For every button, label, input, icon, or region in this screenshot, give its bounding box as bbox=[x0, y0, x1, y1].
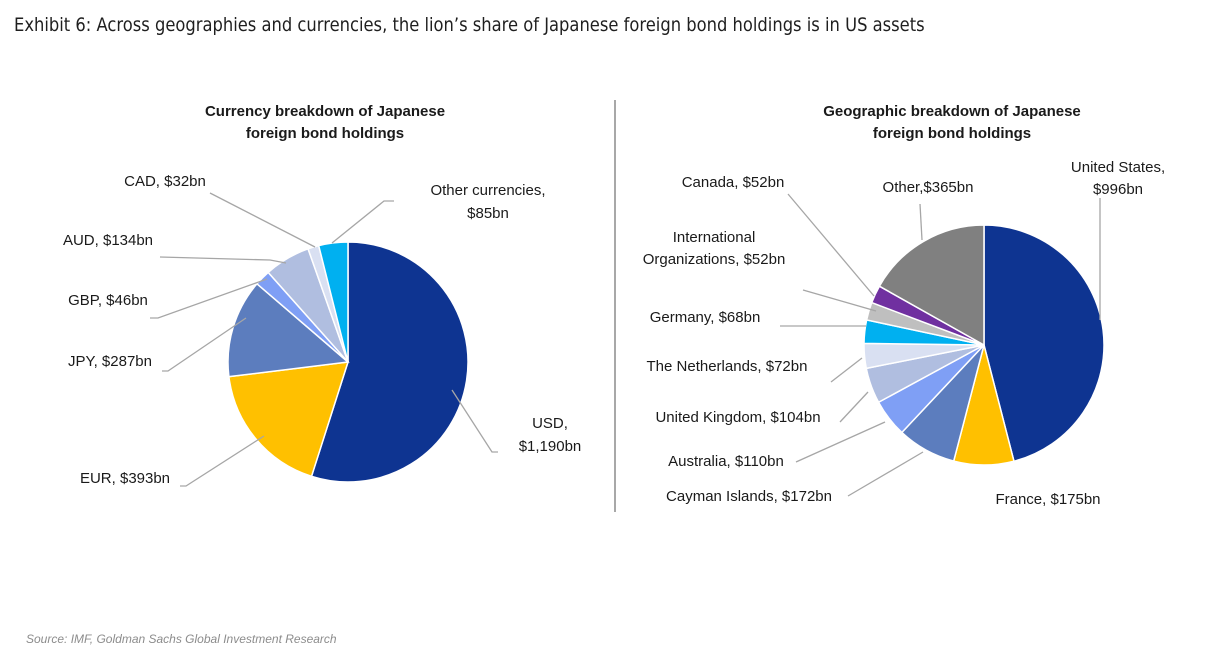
slice-label: The Netherlands, $72bn bbox=[647, 358, 808, 375]
leader-line bbox=[331, 200, 394, 244]
leader-line bbox=[180, 435, 265, 487]
leader-line bbox=[159, 256, 287, 264]
slice-label: $996bn bbox=[1093, 181, 1143, 198]
slice-label: United States, bbox=[1071, 159, 1165, 176]
pie-slice-usd bbox=[310, 241, 469, 483]
geography-pie-chart: Geographic breakdown of Japanese foreign … bbox=[643, 103, 1165, 508]
slice-label: Organizations, $52bn bbox=[643, 251, 786, 268]
slice-label: Canada, $52bn bbox=[682, 174, 785, 191]
slice-label: GBP, $46bn bbox=[68, 292, 148, 309]
chart-title-line: Currency breakdown of Japanese bbox=[205, 103, 445, 120]
leader-line bbox=[150, 278, 268, 319]
leader-line bbox=[787, 193, 875, 297]
source-note: Source: IMF, Goldman Sachs Global Invest… bbox=[26, 632, 337, 646]
slice-label: Other,$365bn bbox=[883, 179, 974, 196]
chart-title-line: foreign bond holdings bbox=[873, 125, 1031, 142]
slice-label: International bbox=[673, 229, 756, 246]
pie-slice-united-states bbox=[983, 224, 1105, 463]
currency-pie-chart: Currency breakdown of Japanese foreign bo… bbox=[63, 103, 581, 487]
slice-label: Other currencies, bbox=[430, 182, 545, 199]
slice-label: $85bn bbox=[467, 205, 509, 222]
slice-label: EUR, $393bn bbox=[80, 470, 170, 487]
slice-label: Cayman Islands, $172bn bbox=[666, 488, 832, 505]
slice-label: Australia, $110bn bbox=[668, 453, 784, 470]
leader-line bbox=[162, 317, 247, 372]
chart-title-line: foreign bond holdings bbox=[246, 125, 404, 142]
slice-label: JPY, $287bn bbox=[68, 353, 152, 370]
leader-line bbox=[919, 203, 923, 241]
slice-label: AUD, $134bn bbox=[63, 232, 153, 249]
slice-label: USD, bbox=[532, 415, 568, 432]
leader-line bbox=[451, 389, 498, 453]
slice-label: United Kingdom, $104bn bbox=[655, 409, 820, 426]
slice-label: Germany, $68bn bbox=[650, 309, 761, 326]
leader-line bbox=[830, 357, 863, 383]
leader-line bbox=[795, 421, 886, 463]
chart-title-line: Geographic breakdown of Japanese bbox=[823, 103, 1081, 120]
leader-line bbox=[847, 451, 924, 497]
pie-slice-other-currencies bbox=[317, 241, 349, 363]
pie-slice-eur bbox=[228, 361, 350, 478]
leader-line bbox=[839, 391, 869, 423]
exhibit-title: Exhibit 6: Across geographies and curren… bbox=[14, 14, 925, 36]
slice-label: CAD, $32bn bbox=[124, 173, 206, 190]
slice-label: $1,190bn bbox=[519, 438, 582, 455]
slice-label: France, $175bn bbox=[995, 491, 1100, 508]
leader-line bbox=[209, 192, 316, 248]
leader-line bbox=[802, 289, 877, 312]
pie-slice-other bbox=[878, 224, 985, 347]
